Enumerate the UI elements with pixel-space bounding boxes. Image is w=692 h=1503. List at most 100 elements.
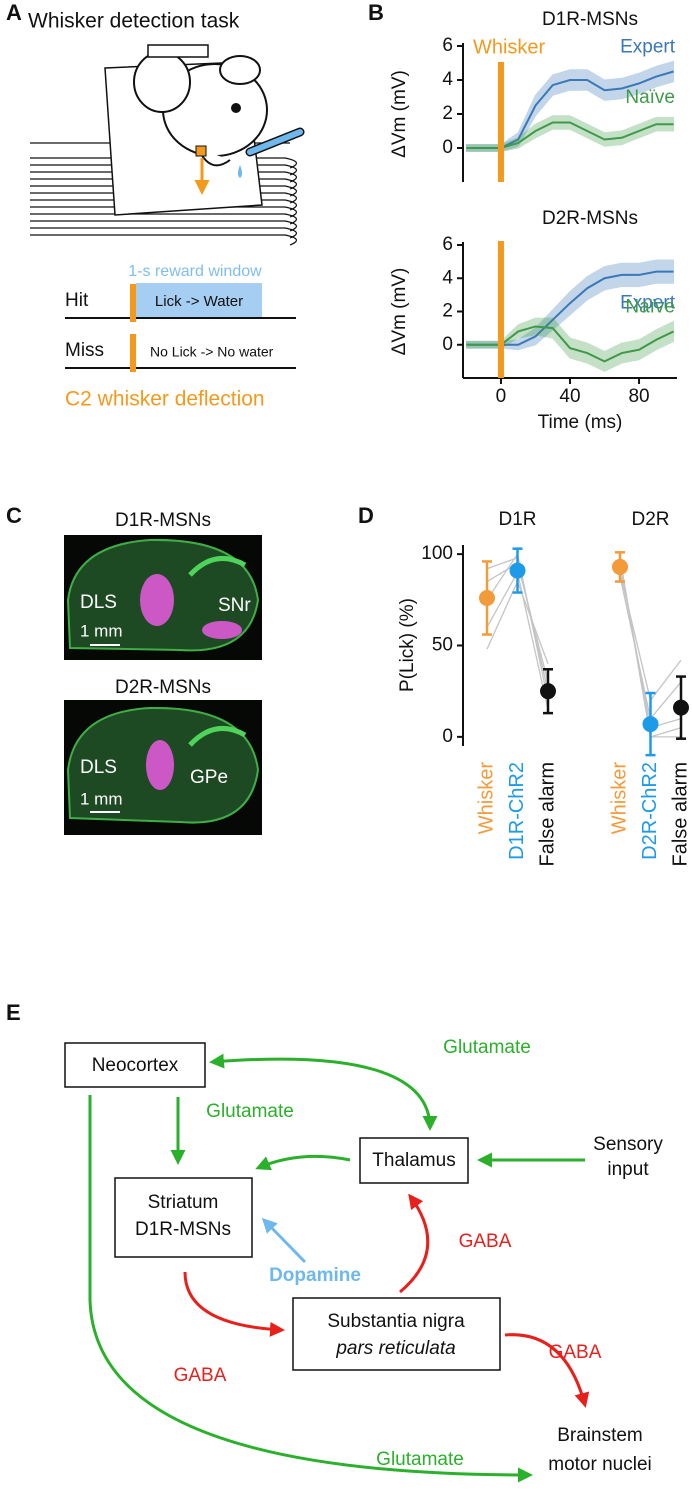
mouse-eye xyxy=(231,103,241,113)
panel-label: D xyxy=(358,503,374,528)
category-label: Whisker xyxy=(475,762,497,835)
y-tick-label: 0 xyxy=(442,137,453,158)
region-label: GPe xyxy=(190,767,228,788)
platform-disc xyxy=(30,213,297,225)
lick-spout-fill xyxy=(247,129,303,155)
hippocampus xyxy=(188,726,247,747)
platform-disc xyxy=(30,220,297,232)
platform-disc xyxy=(30,227,297,239)
error-band xyxy=(465,115,675,152)
x-tick-label: 0 xyxy=(496,386,507,407)
panel-label: B xyxy=(368,0,384,25)
hippocampus xyxy=(188,556,247,577)
category-label: False alarm xyxy=(669,762,691,866)
node-label: Sensory xyxy=(593,1134,663,1155)
node-box xyxy=(64,1042,206,1088)
mouse-illustration xyxy=(104,44,305,216)
error-band xyxy=(465,259,675,351)
arrow xyxy=(504,1333,590,1408)
category-label: Whisker xyxy=(608,762,630,835)
y-tick-label: 0 xyxy=(442,334,453,355)
y-tick-label: 2 xyxy=(442,301,453,322)
node-label: Thalamus xyxy=(372,1150,455,1171)
region-label: DLS xyxy=(80,757,117,778)
chart-title: D2R-MSNs xyxy=(542,208,638,229)
node-box xyxy=(292,1297,501,1371)
node-label: Brainstem xyxy=(557,1425,643,1446)
stimulus-bar xyxy=(497,241,504,378)
chart-title: D1R-MSNs xyxy=(542,9,638,30)
stimulus-bar xyxy=(130,284,136,322)
stimulus-bar xyxy=(130,334,136,372)
y-axis-label: ΔVm (mV) xyxy=(389,268,410,356)
arrow xyxy=(209,1053,438,1131)
node-box xyxy=(359,1137,469,1184)
mouse-line xyxy=(619,572,682,702)
stimulus-bar xyxy=(497,62,504,182)
reward-window xyxy=(136,283,262,318)
dot xyxy=(673,699,689,716)
dot xyxy=(612,558,628,575)
dot xyxy=(540,683,556,700)
x-tick-label: 80 xyxy=(628,386,649,407)
y-tick-label: 50 xyxy=(432,635,453,656)
scale-label: 1 mm xyxy=(80,789,123,808)
trial-label: Miss xyxy=(65,340,104,361)
series-label: Naïve xyxy=(625,87,675,108)
region-label: DLS xyxy=(80,592,117,613)
y-tick-label: 4 xyxy=(442,69,453,90)
series-label: Expert xyxy=(620,37,676,58)
edge-label: GABA xyxy=(459,1231,512,1252)
y-tick-label: 4 xyxy=(442,267,453,288)
mouse-ear xyxy=(133,51,191,113)
edge-label: Glutamate xyxy=(376,1449,464,1470)
edge-label: GABA xyxy=(174,1365,227,1386)
projection-site xyxy=(202,621,242,639)
node-box xyxy=(114,1177,253,1258)
head-post xyxy=(147,44,209,58)
arrow xyxy=(261,1217,307,1264)
arrow xyxy=(183,1271,285,1337)
expression-site xyxy=(146,740,174,790)
platform-disc xyxy=(30,234,297,246)
series-label: Expert xyxy=(620,293,676,314)
panel-title: Whisker detection task xyxy=(28,10,240,33)
edge-label: Glutamate xyxy=(443,1037,531,1058)
y-tick-label: 0 xyxy=(442,726,453,747)
edge-label: Glutamate xyxy=(206,1101,294,1122)
reward-window-label: 1-s reward window xyxy=(128,263,262,280)
image-title: D1R-MSNs xyxy=(115,510,211,531)
series-label: Naïve xyxy=(625,296,675,317)
dot xyxy=(642,716,659,733)
edge-label: GABA xyxy=(549,1342,602,1363)
node-label: pars reticulata xyxy=(335,1338,455,1359)
category-label: D1R-ChR2 xyxy=(506,762,528,860)
panel-label: A xyxy=(6,0,22,25)
expression-site xyxy=(140,574,174,626)
mouse-ear xyxy=(219,55,261,85)
x-axis-label: Time (ms) xyxy=(538,412,623,433)
y-axis-label: P(Lick) (%) xyxy=(397,598,418,692)
node-label: input xyxy=(607,1159,649,1180)
x-tick-label: 40 xyxy=(559,386,580,407)
circuit-diagram xyxy=(64,1042,590,1483)
y-tick-label: 6 xyxy=(442,234,453,255)
stimulus-label: C2 whisker deflection xyxy=(65,388,265,411)
edge-label: Dopamine xyxy=(269,1265,361,1286)
error-band xyxy=(465,60,675,152)
node-label: D1R-MSNs xyxy=(135,1219,231,1240)
node-label: Substantia nigra xyxy=(327,1311,465,1332)
node-label: motor nuclei xyxy=(548,1454,652,1475)
trial-outcome: No Lick -> No water xyxy=(150,344,274,360)
dot xyxy=(509,562,526,579)
arrow xyxy=(399,1193,430,1294)
category-label: False alarm xyxy=(536,762,558,866)
arrow xyxy=(255,1154,351,1171)
category-label: D2R-ChR2 xyxy=(639,762,661,860)
panel-label: C xyxy=(6,503,22,528)
arrow xyxy=(88,1095,533,1483)
trial-label: Hit xyxy=(65,290,89,311)
panel-label: E xyxy=(6,1000,21,1025)
image-title: D2R-MSNs xyxy=(115,677,211,698)
